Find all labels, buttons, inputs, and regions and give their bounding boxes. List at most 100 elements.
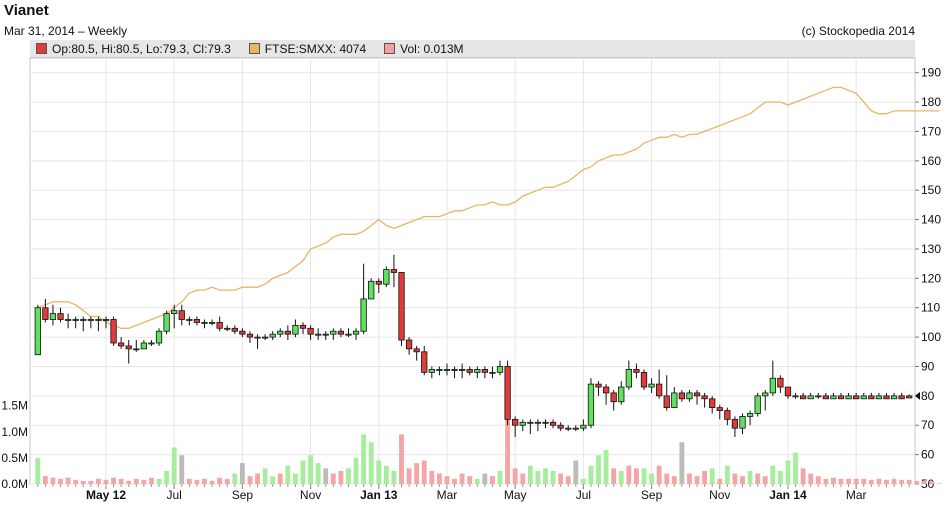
volume-bar bbox=[770, 465, 776, 484]
candle-body bbox=[777, 377, 784, 388]
volume-bar bbox=[535, 470, 541, 484]
volume-bar bbox=[899, 479, 905, 484]
candle-body bbox=[443, 369, 451, 371]
candle-body bbox=[413, 348, 420, 353]
candle-body bbox=[208, 322, 216, 324]
volume-bar bbox=[603, 450, 609, 484]
volume-bar bbox=[467, 476, 473, 484]
volume-bar bbox=[891, 478, 897, 484]
volume-bar bbox=[95, 478, 101, 484]
volume-bar bbox=[293, 473, 298, 484]
candle-body bbox=[595, 383, 602, 388]
volume-tick-label: 0.5M bbox=[1, 451, 28, 465]
volume-bar bbox=[103, 479, 109, 484]
volume-bar bbox=[239, 463, 245, 484]
candle-body bbox=[72, 319, 79, 321]
volume-bar bbox=[838, 478, 844, 484]
candle-body bbox=[837, 395, 845, 400]
candle-body bbox=[125, 345, 132, 350]
volume-bar bbox=[133, 478, 139, 484]
volume-bar bbox=[929, 481, 935, 484]
candle-body bbox=[527, 421, 534, 424]
volume-bar bbox=[823, 478, 829, 484]
candle-body bbox=[481, 369, 488, 373]
candle-body bbox=[216, 322, 223, 329]
candle-body bbox=[678, 392, 686, 400]
volume-bar bbox=[209, 480, 215, 484]
volume-bar bbox=[921, 480, 927, 484]
volume-bar bbox=[111, 477, 116, 484]
volume-bar bbox=[558, 473, 564, 484]
legend-volume-swatch bbox=[384, 43, 396, 54]
volume-bar bbox=[217, 477, 223, 484]
volume-bar bbox=[596, 455, 601, 484]
time-tick-label: Nov bbox=[300, 488, 321, 502]
volume-bar bbox=[179, 455, 185, 484]
volume-bar bbox=[270, 476, 276, 484]
plot-area bbox=[29, 57, 916, 485]
candle-body bbox=[42, 307, 49, 320]
candle-body bbox=[345, 333, 352, 336]
time-tick-label: May bbox=[504, 488, 527, 502]
candle-body bbox=[519, 421, 526, 426]
candle-body bbox=[284, 330, 291, 335]
volume-bar bbox=[194, 479, 200, 484]
volume-bar bbox=[65, 477, 71, 484]
volume-bar bbox=[740, 476, 745, 484]
candle-body bbox=[512, 418, 519, 426]
price-tick-label: 180 bbox=[921, 95, 941, 109]
candle-body bbox=[315, 333, 322, 336]
candle-body bbox=[186, 319, 193, 321]
candle-body bbox=[868, 395, 875, 400]
candle-body bbox=[474, 369, 481, 373]
volume-bar bbox=[50, 477, 56, 484]
volume-bar bbox=[353, 457, 359, 484]
volume-bar bbox=[846, 478, 852, 484]
candle-body bbox=[201, 322, 208, 324]
volume-bar bbox=[202, 478, 207, 484]
candle-body bbox=[246, 333, 254, 338]
volume-bar bbox=[149, 477, 154, 484]
time-tick-label: Mar bbox=[846, 488, 867, 502]
volume-bar bbox=[42, 476, 48, 484]
price-tick-label: 50 bbox=[921, 477, 935, 491]
volume-bar bbox=[815, 476, 821, 484]
candle-body bbox=[799, 395, 807, 400]
volume-bar bbox=[497, 470, 503, 484]
candle-body bbox=[57, 313, 64, 320]
candle-body bbox=[731, 418, 739, 429]
volume-bar bbox=[399, 434, 404, 484]
candle-body bbox=[845, 395, 852, 400]
price-tick-label: 160 bbox=[921, 154, 941, 168]
candle-body bbox=[87, 319, 94, 321]
candle-body bbox=[822, 395, 829, 400]
volume-bar bbox=[490, 476, 495, 484]
volume-bar bbox=[785, 460, 791, 484]
volume-bar bbox=[588, 465, 594, 484]
candle-body bbox=[860, 395, 867, 400]
legend-ohlc: Op:80.5, Hi:80.5, Lo:79.3, Cl:79.3 bbox=[36, 42, 231, 56]
candle-body bbox=[648, 383, 655, 388]
candle-body bbox=[534, 421, 542, 424]
volume-bar bbox=[383, 465, 389, 484]
time-tick-label: Sep bbox=[232, 488, 254, 502]
volume-bar bbox=[141, 479, 147, 484]
volume-bar bbox=[406, 468, 412, 484]
volume-bar bbox=[247, 476, 253, 484]
volume-bar bbox=[656, 465, 662, 484]
candle-body bbox=[542, 421, 549, 424]
legend-ohlc-label: Op:80.5, Hi:80.5, Lo:79.3, Cl:79.3 bbox=[52, 41, 231, 56]
volume-bar bbox=[868, 479, 874, 484]
price-tick-label: 100 bbox=[921, 330, 941, 344]
candle-body bbox=[322, 333, 329, 336]
volume-bar bbox=[414, 463, 420, 484]
volume-bar bbox=[232, 473, 238, 484]
volume-bar bbox=[762, 476, 768, 484]
volume-bar bbox=[300, 460, 306, 484]
volume-bar bbox=[755, 473, 761, 484]
volume-bar bbox=[633, 468, 639, 484]
volume-bar bbox=[505, 416, 511, 484]
legend-index-swatch bbox=[248, 43, 260, 54]
candle-body bbox=[178, 310, 185, 320]
volume-bar bbox=[452, 478, 457, 484]
